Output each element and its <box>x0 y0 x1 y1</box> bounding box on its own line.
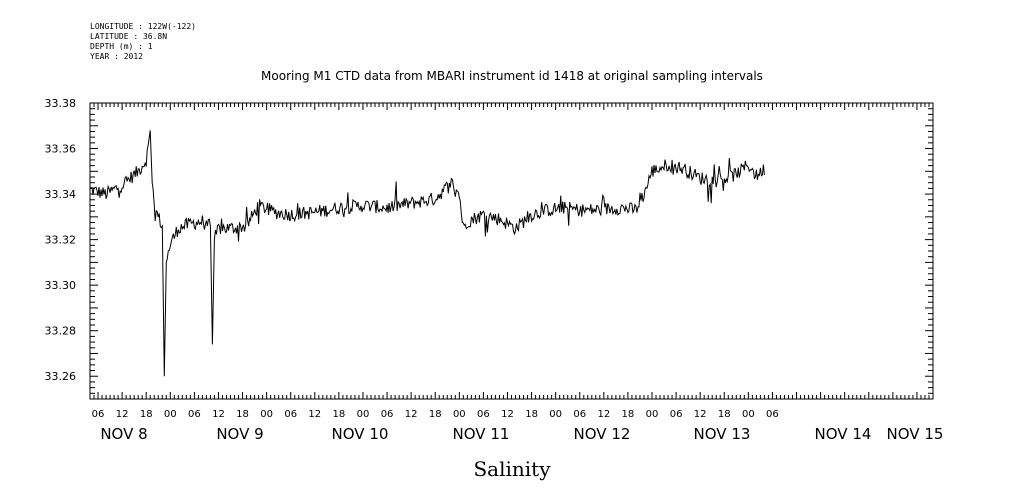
y-tick-label: 33.38 <box>45 97 77 110</box>
x-tick-label: 06 <box>284 409 297 420</box>
salinity-series-line <box>89 130 765 377</box>
x-tick-label: 06 <box>92 409 105 420</box>
day-label: NOV 12 <box>574 425 631 443</box>
x-tick-label: 00 <box>646 409 659 420</box>
x-tick-label: 12 <box>597 409 610 420</box>
metadata-block: LONGITUDE : 122W(-122) LATITUDE : 36.8N … <box>90 22 196 62</box>
x-tick-label: 18 <box>236 409 249 420</box>
year-text: YEAR : 2012 <box>90 52 143 61</box>
x-tick-label: 18 <box>429 409 442 420</box>
x-tick-label: 06 <box>766 409 779 420</box>
y-tick-label: 33.30 <box>45 279 77 292</box>
y-tick-label: 33.34 <box>45 188 77 201</box>
day-label: NOV 8 <box>100 425 147 443</box>
y-tick-label: 33.26 <box>45 370 77 383</box>
longitude-text: LONGITUDE : 122W(-122) <box>90 22 196 31</box>
x-tick-label: 06 <box>670 409 683 420</box>
x-tick-label: 00 <box>357 409 370 420</box>
plot-frame <box>89 102 934 400</box>
x-tick-label: 12 <box>694 409 707 420</box>
x-tick-label: 12 <box>308 409 321 420</box>
x-tick-label: 06 <box>477 409 490 420</box>
x-tick-label: 18 <box>718 409 731 420</box>
day-label: NOV 13 <box>694 425 751 443</box>
x-tick-labels: 06 12 18 00 06 12 18 00 06 12 18 00 06 12 18 00 06 12 18 00… <box>92 409 779 420</box>
x-tick-label: 18 <box>333 409 346 420</box>
y-tick-label: 33.32 <box>45 234 77 247</box>
axis-ticks <box>89 102 934 400</box>
day-label: NOV 10 <box>332 425 389 443</box>
x-tick-label: 00 <box>549 409 562 420</box>
x-tick-label: 18 <box>525 409 538 420</box>
x-tick-label: 00 <box>260 409 273 420</box>
x-tick-label: 00 <box>164 409 177 420</box>
y-tick-labels: 33.38 33.36 33.34 33.32 33.30 33.28 33.26 <box>45 97 77 383</box>
day-labels: NOV 8 NOV 9 NOV 10 NOV 11 NOV 12 NOV 13 NOV 14… <box>100 425 943 443</box>
latitude-text: LATITUDE : 36.8N <box>90 32 168 41</box>
x-tick-label: 00 <box>453 409 466 420</box>
x-tick-label: 00 <box>742 409 755 420</box>
x-tick-label: 12 <box>212 409 225 420</box>
x-tick-label: 06 <box>188 409 201 420</box>
day-label: NOV 9 <box>216 425 263 443</box>
x-tick-label: 06 <box>381 409 394 420</box>
x-tick-label: 12 <box>501 409 514 420</box>
x-tick-label: 18 <box>622 409 635 420</box>
chart-title: Mooring M1 CTD data from MBARI instrumen… <box>261 69 763 83</box>
y-tick-label: 33.36 <box>45 143 77 156</box>
x-tick-label: 18 <box>140 409 153 420</box>
day-label: NOV 15 <box>887 425 944 443</box>
x-axis-label: Salinity <box>473 457 551 481</box>
x-tick-label: 12 <box>405 409 418 420</box>
x-tick-label: 12 <box>116 409 129 420</box>
day-label: NOV 11 <box>453 425 510 443</box>
y-tick-label: 33.28 <box>45 325 77 338</box>
depth-text: DEPTH (m) : 1 <box>90 42 153 51</box>
day-label: NOV 14 <box>815 425 872 443</box>
x-tick-label: 06 <box>573 409 586 420</box>
